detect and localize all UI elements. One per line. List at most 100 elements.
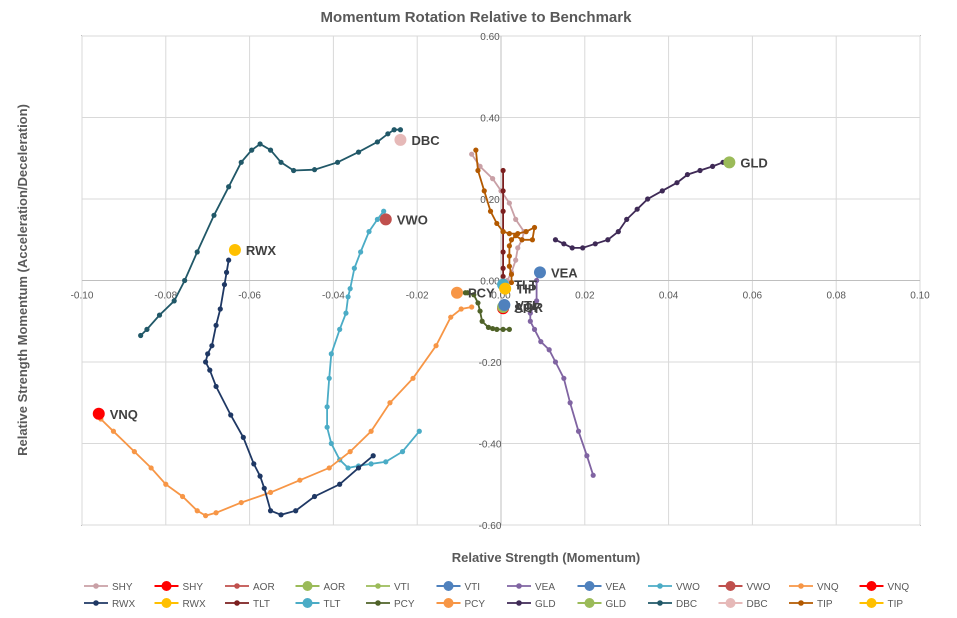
legend-label: TIP [817, 599, 833, 610]
trail-point [519, 237, 525, 243]
trail-point [328, 351, 334, 357]
trail-point [257, 141, 263, 147]
trail-point [531, 224, 538, 231]
series-dbc [138, 127, 404, 339]
x-axis-label: Relative Strength (Momentum) [452, 550, 641, 565]
trail-point [569, 245, 575, 251]
trail-point [494, 220, 500, 227]
legend-label: VTI [465, 582, 481, 593]
x-tick-label: 0.08 [826, 291, 846, 302]
trail-point [500, 249, 506, 255]
trail-point [328, 440, 334, 447]
trail-point [217, 306, 223, 312]
trail-point [179, 493, 186, 500]
trail-point [293, 508, 299, 514]
legend-label: TLT [253, 599, 270, 610]
trail-point [324, 424, 330, 430]
trail-point [278, 159, 284, 165]
trail-point [490, 176, 496, 182]
trail-point [221, 281, 228, 288]
series-tip [473, 147, 538, 286]
x-tick-label: 0.02 [575, 291, 595, 302]
legend-item: SHY [154, 581, 203, 593]
trail-point [326, 465, 332, 471]
legend-label: VNQ [888, 582, 910, 593]
legend-marker [798, 583, 804, 589]
trail-point [297, 477, 303, 483]
legend-item: VWO [648, 582, 700, 593]
legend-marker [866, 598, 877, 608]
trail-point [324, 404, 330, 410]
trail-point [500, 326, 506, 332]
trail-point [337, 481, 343, 487]
trail-point [513, 233, 519, 239]
trail-point [506, 231, 512, 237]
legend-marker [234, 600, 240, 606]
trail-point [592, 241, 598, 247]
trail-point [469, 304, 475, 310]
trail-point [228, 412, 234, 418]
x-tick-label: 0.00 [491, 291, 511, 302]
legend-marker [725, 598, 736, 608]
x-tick-label: -0.04 [322, 291, 345, 302]
legend-label: DBC [747, 599, 768, 610]
legend-item: RWX [84, 599, 135, 610]
point-label-shy: SHY [514, 301, 541, 316]
trail-point [397, 127, 404, 133]
legend-marker [657, 600, 663, 606]
x-tick-label: 0.10 [910, 291, 930, 302]
trail-point [381, 208, 387, 214]
trail-point [469, 151, 475, 157]
trail-point [207, 367, 213, 373]
legend-item: VEA [577, 581, 626, 593]
series-line-rwx [204, 259, 374, 516]
trail-point [387, 400, 393, 406]
trail-point [345, 294, 351, 300]
trail-point [481, 188, 487, 194]
series-pcy [462, 290, 512, 332]
legend-item: RWX [154, 598, 206, 610]
legend-marker [657, 583, 663, 589]
legend-label: VWO [676, 582, 700, 593]
current-point-dbc [394, 133, 407, 146]
trail-point [471, 292, 477, 298]
trail-point [508, 237, 515, 243]
legend-marker [302, 581, 313, 591]
trail-point [462, 290, 468, 296]
x-tick-label: -0.02 [406, 291, 429, 302]
point-label-vea: VEA [551, 265, 578, 280]
x-tick-label: 0.04 [659, 291, 679, 302]
trail-point [347, 449, 353, 455]
legend-marker [584, 598, 595, 608]
trail-point [534, 277, 540, 284]
legend-label: RWX [183, 599, 206, 610]
legend-item: TLT [225, 599, 270, 610]
legend-marker [584, 581, 595, 591]
legend-marker [725, 581, 736, 591]
trail-point [194, 249, 200, 255]
y-tick-label: 0.00 [480, 277, 500, 288]
trail-point [624, 216, 630, 222]
trail-point [490, 325, 496, 332]
trail-point [345, 465, 351, 471]
trail-point [531, 326, 538, 332]
trail-point [513, 216, 519, 222]
legend-item: VNQ [789, 582, 839, 593]
y-tick-label: -0.60 [479, 521, 502, 532]
y-tick-label: -0.40 [479, 440, 502, 451]
x-tick-label: -0.10 [71, 291, 94, 302]
trail-point [213, 383, 219, 390]
trail-point [131, 449, 137, 455]
point-label-gld: GLD [740, 155, 767, 170]
trail-point [561, 375, 567, 381]
legend-item: DBC [648, 599, 697, 610]
trail-point [500, 265, 506, 271]
trail-point [410, 375, 416, 381]
legend-item: VWO [718, 581, 771, 593]
trail-point [538, 339, 544, 345]
trail-point [674, 180, 680, 186]
legend-item: VNQ [859, 581, 910, 593]
trail-point [399, 449, 406, 455]
trail-point [251, 461, 257, 467]
